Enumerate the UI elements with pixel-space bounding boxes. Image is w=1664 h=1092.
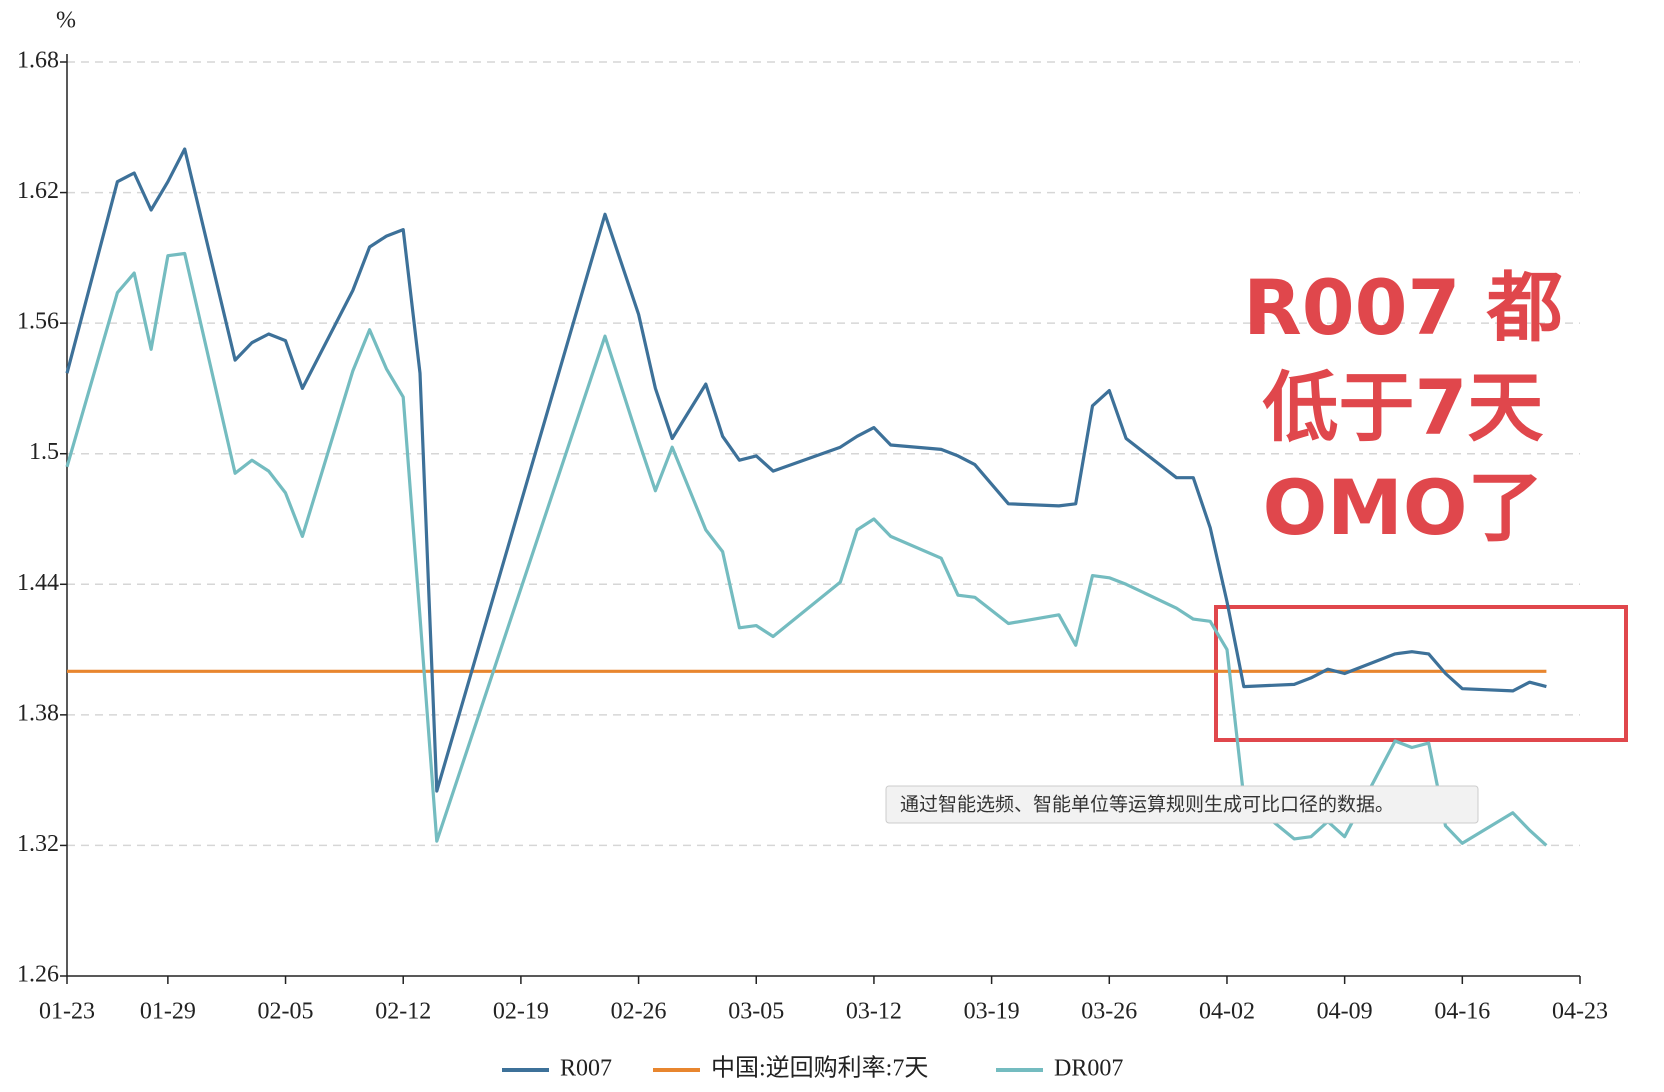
x-tick-label: 04-02 [1199,999,1255,1025]
x-tick-label: 03-05 [728,999,784,1025]
legend-label: 中国:逆回购利率:7天 [711,1055,928,1082]
x-tick-label: 02-26 [611,999,667,1025]
y-tick-label: 1.5 [29,439,59,465]
legend-label: DR007 [1054,1056,1123,1082]
x-tick-label: 03-26 [1081,999,1137,1025]
legend-label: R007 [560,1056,612,1082]
series-line [65,251,1548,847]
y-unit: % [56,8,76,34]
x-tick-label: 03-19 [964,999,1020,1025]
highlight-box [1214,605,1628,742]
x-tick-label: 02-05 [258,999,314,1025]
note: 通过智能选频、智能单位等运算规则生成可比口径的数据。 [900,794,1394,816]
x-tick-label: 04-09 [1317,999,1373,1025]
x-tick-label: 04-16 [1434,999,1490,1025]
x-tick-label: 01-29 [140,999,196,1025]
y-tick-label: 1.44 [17,570,59,596]
note-box [885,785,1479,824]
x-tick-label: 02-19 [493,999,549,1025]
annotation: R007 都 [1243,263,1563,352]
annotation: 低于7天 [1263,363,1544,452]
y-tick-label: 1.38 [17,700,59,726]
x-tick-label: 03-12 [846,999,902,1025]
y-tick-label: 1.26 [17,962,59,988]
x-tick-label: 04-23 [1552,999,1608,1025]
y-tick-label: 1.32 [17,831,59,857]
y-tick-label: 1.68 [17,48,59,74]
series-line [65,147,1547,793]
y-tick-label: 1.56 [17,309,59,335]
y-tick-label: 1.62 [17,178,59,204]
x-tick-label: 02-12 [375,999,431,1025]
x-tick-label: 01-23 [39,999,95,1025]
annotation: OMO了 [1263,463,1544,552]
